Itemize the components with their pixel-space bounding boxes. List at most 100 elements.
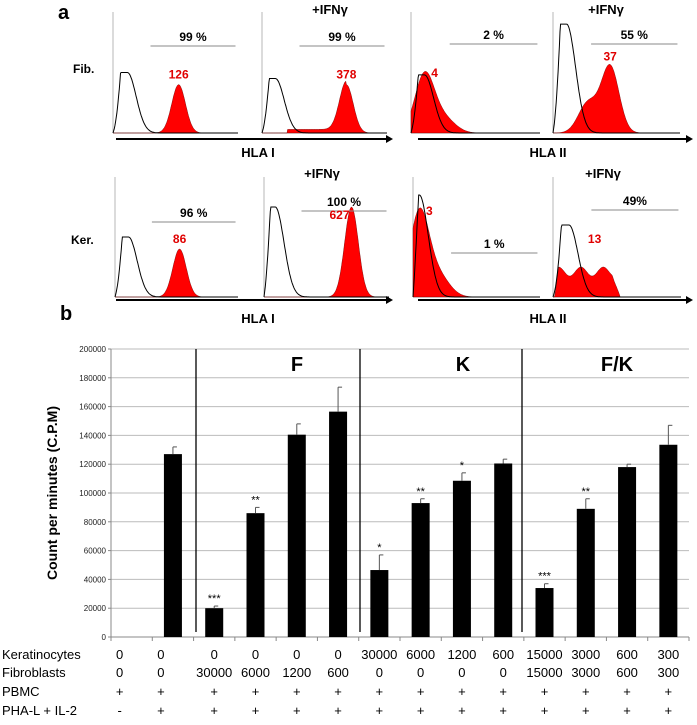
table-cell: 0	[157, 665, 164, 680]
significance-marker: ***	[538, 571, 552, 583]
axis-label-hla-ii-bottom: HLA II	[529, 311, 566, 326]
isotype-histogram	[114, 236, 238, 298]
table-cell: 600	[616, 665, 638, 680]
table-cell: +	[293, 684, 301, 699]
isotype-histogram	[412, 194, 540, 298]
isotype-histogram	[552, 23, 680, 134]
panel-label-b: b	[60, 303, 72, 325]
table-cell: 600	[327, 665, 349, 680]
table-cell: +	[417, 684, 425, 699]
y-tick-label: 120000	[79, 460, 106, 469]
bar	[452, 480, 471, 637]
table-cell: +	[623, 703, 631, 718]
table-cell: +	[210, 703, 218, 718]
table-cell: +	[252, 684, 260, 699]
table-cell: 3000	[571, 665, 600, 680]
table-cell: +	[157, 703, 165, 718]
axis-label-hla-i-bottom: HLA I	[241, 311, 274, 326]
mfi-value: 37	[603, 49, 617, 63]
table-cell: +	[116, 684, 124, 699]
ifng-label: +IFNγ	[588, 2, 625, 17]
axis-label-hla-ii-top: HLA II	[529, 145, 566, 160]
isotype-histogram	[552, 224, 681, 298]
histogram-panel: 49% 13	[552, 177, 681, 298]
table-cell: +	[499, 684, 507, 699]
isotype-histogram	[263, 206, 389, 298]
mfi-value: 86	[173, 232, 187, 246]
mfi-value: 13	[588, 232, 602, 246]
table-row-label: PHA-L + IL-2	[2, 703, 77, 718]
gate-percent: 99 %	[328, 30, 356, 44]
bar	[618, 467, 637, 637]
bar	[329, 411, 348, 637]
table-cell: 0	[116, 647, 123, 662]
significance-marker: *	[377, 542, 382, 554]
bar	[370, 570, 389, 637]
table-cell: +	[458, 703, 466, 718]
gate-percent: 2 %	[483, 28, 504, 42]
histogram-panel: 99 % 126	[112, 12, 238, 134]
bar	[576, 508, 595, 637]
gate-percent: 49%	[623, 194, 647, 208]
y-tick-label: 0	[102, 633, 107, 642]
histogram-panel: 1 % 3	[412, 177, 540, 298]
table-cell: 1200	[447, 647, 476, 662]
table-cell: 300	[658, 665, 680, 680]
table-cell: 300	[658, 647, 680, 662]
table-cell: +	[210, 684, 218, 699]
table-cell: 15000	[526, 665, 562, 680]
axis-arrow-hla-i-top	[116, 135, 393, 143]
axis-label-hla-i-top: HLA I	[241, 145, 274, 160]
group-label: K	[456, 354, 471, 376]
table-cell: 15000	[526, 647, 562, 662]
panel-label-a: a	[58, 2, 70, 24]
gate-percent: 55 %	[621, 28, 649, 42]
axis-arrow-hla-i-bottom	[116, 296, 393, 304]
histogram-panel: 55 % 37	[552, 12, 680, 134]
table-cell: 0	[376, 665, 383, 680]
axis-arrow-hla-ii-bottom	[418, 296, 693, 304]
group-label: F	[291, 354, 303, 376]
isotype-histogram	[112, 72, 238, 134]
bar	[659, 444, 678, 637]
significance-marker: **	[582, 486, 591, 498]
table-cell: 0	[116, 665, 123, 680]
table-cell: 0	[252, 647, 259, 662]
table-row-label: PBMC	[2, 684, 40, 699]
y-tick-label: 140000	[79, 431, 106, 440]
table-cell: 0	[211, 647, 218, 662]
group-label: F/K	[601, 354, 634, 376]
significance-marker: ***	[208, 593, 222, 605]
histogram-panel: 99 % 378	[261, 12, 387, 134]
table-cell: +	[334, 684, 342, 699]
histogram-panel: 2 % 4	[410, 12, 540, 134]
y-tick-label: 40000	[84, 575, 107, 584]
bar	[411, 503, 430, 637]
gate-percent: 1 %	[484, 237, 505, 251]
significance-marker: **	[416, 486, 425, 498]
y-tick-label: 60000	[84, 547, 107, 556]
ifng-label: +IFNγ	[585, 166, 622, 181]
table-cell: 0	[157, 647, 164, 662]
ifng-label: +IFNγ	[304, 166, 341, 181]
table-row-label: Keratinocytes	[2, 647, 81, 662]
table-cell: +	[252, 703, 260, 718]
y-tick-label: 80000	[84, 518, 107, 527]
y-tick-label: 180000	[79, 374, 106, 383]
table-cell: +	[376, 703, 384, 718]
table-cell: +	[499, 703, 507, 718]
row-label-ker: Ker.	[71, 233, 94, 247]
y-tick-label: 100000	[79, 489, 106, 498]
y-tick-label: 160000	[79, 403, 106, 412]
table-cell: +	[417, 703, 425, 718]
mfi-value: 4	[431, 66, 438, 80]
table-cell: 0	[458, 665, 465, 680]
table-row-label: Fibroblasts	[2, 665, 66, 680]
positive-histogram	[262, 80, 387, 134]
bar	[535, 588, 554, 637]
table-cell: 0	[293, 647, 300, 662]
table-cell: 1200	[282, 665, 311, 680]
table-cell: -	[117, 703, 121, 718]
